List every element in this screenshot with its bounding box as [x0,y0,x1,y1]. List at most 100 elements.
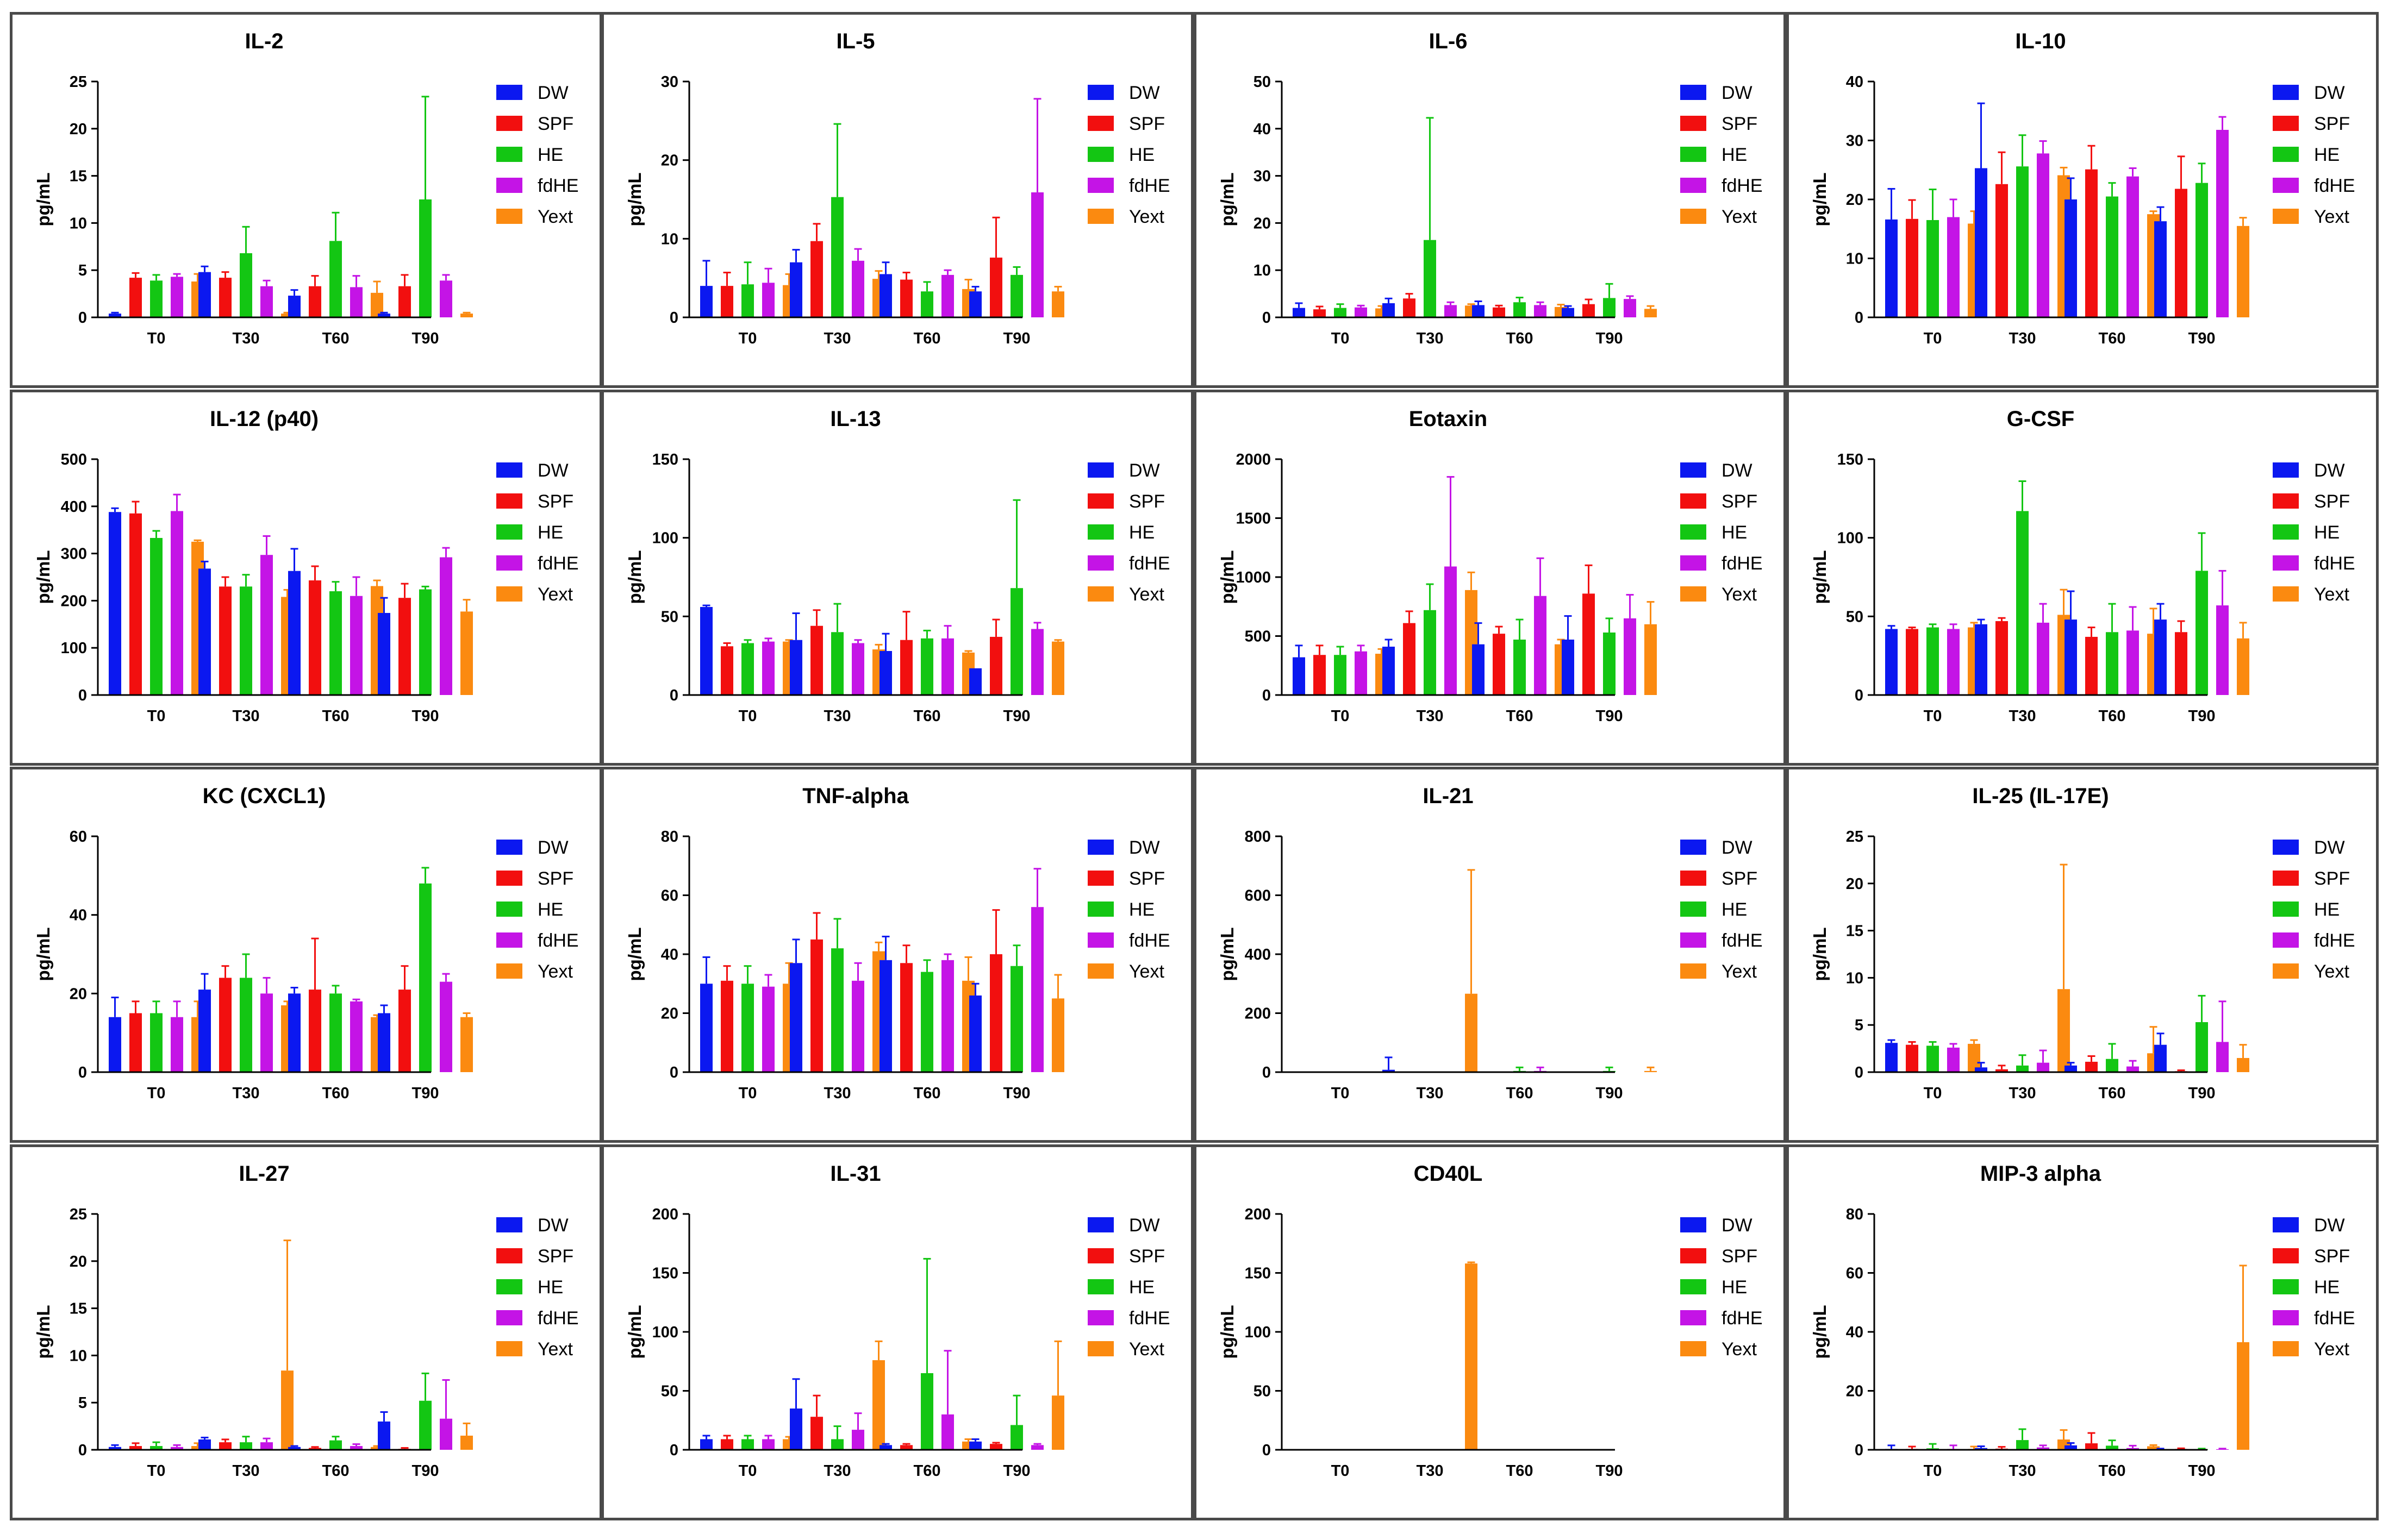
y-tick-label: 100 [652,530,678,547]
bar-fdhe-t0 [762,1439,775,1450]
bar-he-t90 [419,883,432,1072]
bar-dw-t30 [198,272,211,317]
legend-swatch [1680,1310,1706,1325]
bar-dw-t30 [198,568,211,695]
bar-spf-t30 [1995,621,2008,695]
legend-swatch [1680,963,1706,979]
bar-spf-t60 [900,640,913,695]
y-tick-label: 15 [70,168,87,185]
x-tick-label: T30 [2009,330,2036,347]
x-tick-label: T90 [2188,330,2216,347]
legend-swatch [1680,1217,1706,1232]
legend-swatch [2273,1341,2299,1356]
x-tick-label: T0 [1331,1462,1350,1480]
legend-label: HE [538,522,563,543]
bar-yext-t90 [460,1435,473,1450]
legend-swatch [1680,586,1706,602]
y-tick-label: 100 [61,640,87,657]
bar-spf-t30 [810,939,823,1072]
legend-swatch [496,1310,522,1325]
y-tick-label: 20 [1846,1383,1863,1400]
bar-fdhe-t0 [171,1447,183,1450]
bar-fdhe-t90 [2216,129,2229,317]
legend-swatch [496,178,522,193]
bar-dw-t90 [969,291,982,317]
legend-swatch [496,85,522,100]
chart-panel: IL-5 pg/mL 0 10 20 30 T0 T30 T60 T90 DW SPF HE fdHE Ye… [601,12,1194,388]
bar-yext-t90 [2237,638,2249,695]
x-tick-label: T0 [739,1462,757,1480]
bar-dw-t60 [2065,1065,2077,1072]
bar-dw-t60 [880,274,892,317]
y-tick-label: 400 [1245,946,1271,963]
bar-yext-t30 [2057,989,2070,1072]
bar-he-t60 [2106,1445,2118,1450]
legend-label: SPF [538,1246,573,1267]
bar-he-t90 [1011,966,1023,1072]
legend-label: Yext [538,584,573,605]
bar-dw-t30 [790,640,802,695]
bar-dw-t60 [288,993,301,1072]
legend-label: fdHE [538,930,579,951]
x-tick-label: T30 [2009,1085,2036,1102]
legend-label: fdHE [538,553,579,574]
bar-dw-t60 [880,960,892,1072]
legend-swatch [1088,1341,1114,1356]
bar-he-t0 [1926,627,1939,695]
legend-swatch [2273,209,2299,224]
y-tick-label: 30 [1846,133,1863,150]
chart-title: IL-21 [1423,784,1473,808]
bar-spf-t30 [219,586,232,695]
bar-spf-t0 [721,1439,733,1450]
bar-chart: TNF-alpha pg/mL 0 20 40 60 80 T0 T30 T60 T90 DW SPF H… [625,784,1170,1102]
y-tick-label: 10 [661,230,678,248]
y-tick-label: 5 [78,1394,87,1412]
x-tick-label: T60 [322,330,350,347]
bar-spf-t0 [1313,309,1326,317]
y-tick-label: 20 [70,121,87,138]
bar-he-t0 [741,284,754,317]
y-tick-label: 5 [78,262,87,279]
bar-dw-t30 [790,963,802,1072]
bar-spf-t30 [1403,623,1415,695]
x-tick-label: T60 [1506,708,1533,725]
legend-swatch [1680,524,1706,540]
legend-swatch [1088,524,1114,540]
legend-swatch [2273,1217,2299,1232]
bar-yext-t90 [460,314,473,317]
bar-dw-t30 [1382,1069,1395,1072]
bar-fdhe-t60 [941,638,954,695]
x-tick-label: T0 [147,1085,166,1102]
legend-swatch [1680,932,1706,948]
legend-swatch [1088,85,1114,100]
bar-fdhe-t90 [2216,605,2229,695]
bar-spf-t30 [810,241,823,317]
bar-spf-t60 [900,963,913,1072]
chart-title: MIP-3 alpha [1980,1162,2101,1186]
y-tick-label: 60 [661,887,678,905]
x-tick-label: T90 [2188,708,2216,725]
legend-label: fdHE [2314,553,2355,574]
bar-yext-t30 [872,1360,885,1450]
legend-label: DW [1722,837,1752,858]
legend-swatch [496,1217,522,1232]
bar-dw-t0 [109,512,121,695]
x-tick-label: T0 [1924,1462,1942,1480]
bar-yext-t90 [1052,641,1064,695]
chart-panel: IL-25 (IL-17E) pg/mL 0 5 10 15 20 25 T0 T30 T60 T90… [1786,767,2379,1143]
bar-he-t30 [1424,240,1436,317]
chart-panel: IL-10 pg/mL 0 10 20 30 40 T0 T30 T60 T90 DW SPF HE fdH… [1786,12,2379,388]
legend-label: Yext [2314,961,2349,982]
x-tick-label: T30 [2009,1462,2036,1480]
bar-fdhe-t60 [1534,305,1546,317]
x-tick-label: T30 [824,330,851,347]
bar-dw-t90 [2154,619,2167,695]
legend-swatch [1088,1248,1114,1263]
bar-fdhe-t0 [762,986,775,1072]
y-tick-label: 0 [1262,1064,1271,1081]
legend-label: HE [1129,522,1155,543]
legend-swatch [1088,147,1114,162]
y-tick-label: 150 [652,1265,678,1282]
legend-swatch [1680,493,1706,509]
legend-swatch [1680,840,1706,855]
